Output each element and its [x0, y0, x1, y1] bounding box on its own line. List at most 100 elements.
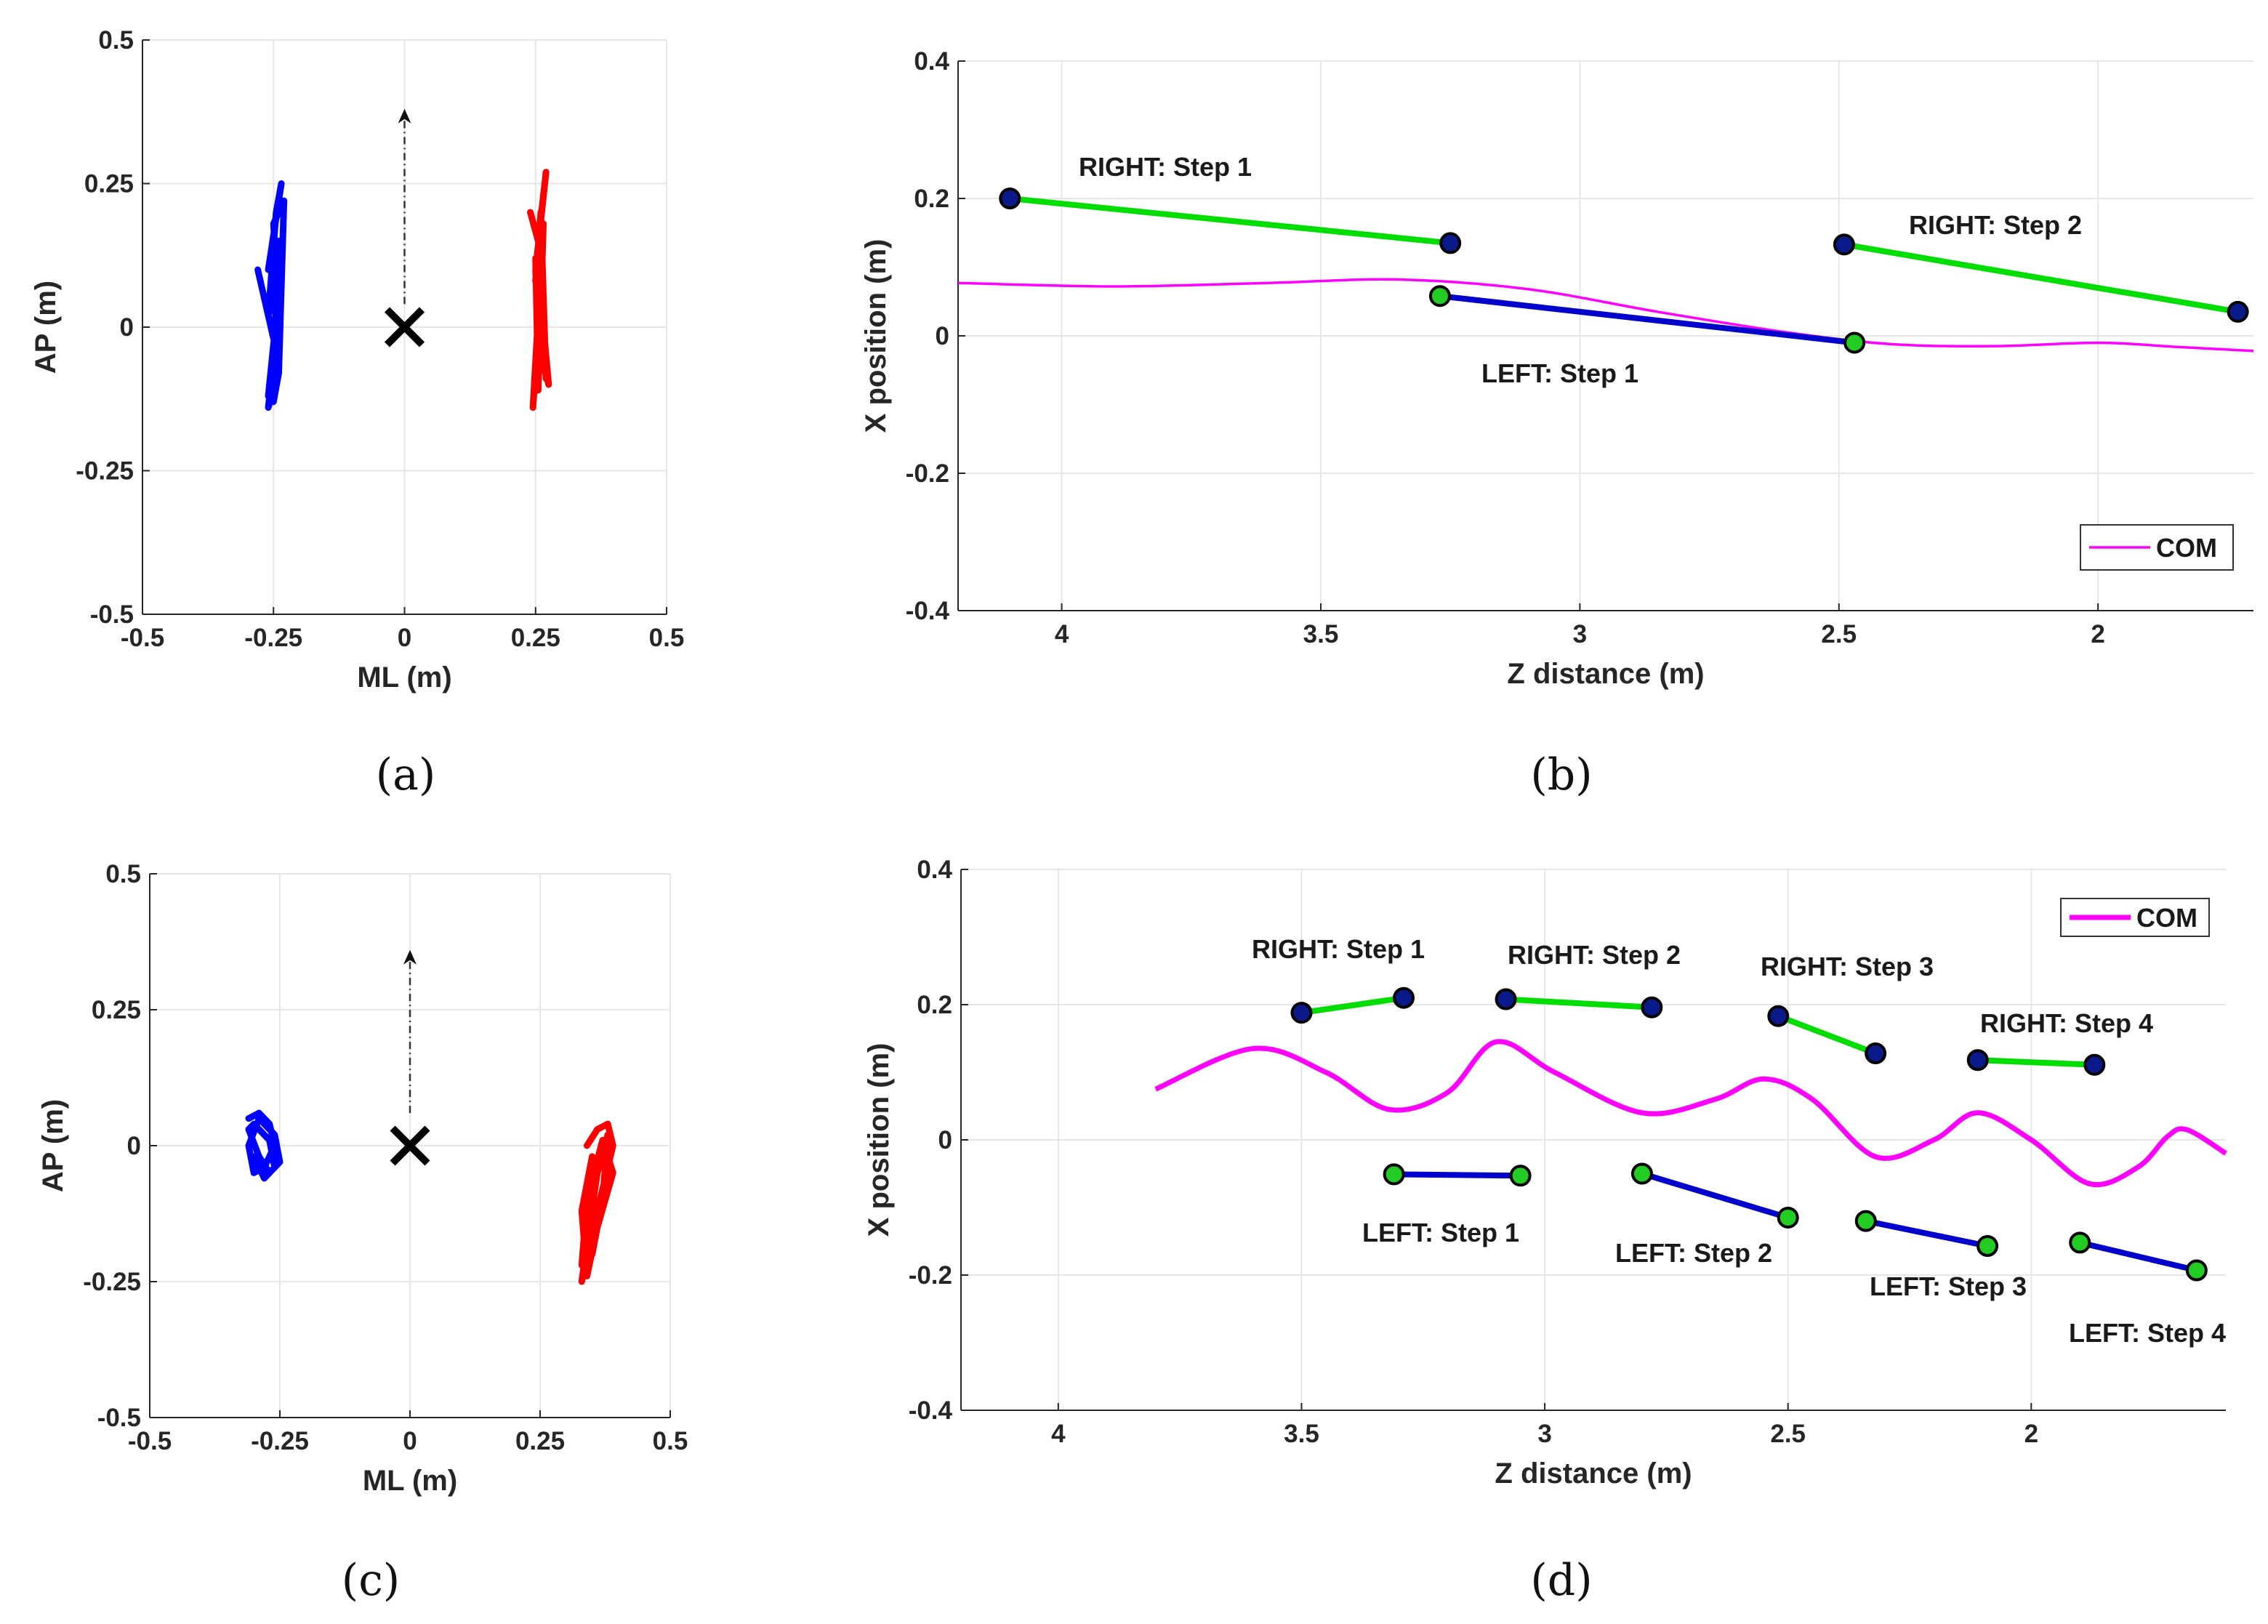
- y-tick-label: 0.25: [84, 170, 134, 198]
- x-axis-label: Z distance (m): [1495, 1458, 1692, 1490]
- y-tick-label: 0.5: [98, 26, 134, 55]
- x-tick-label: -0.25: [251, 1427, 309, 1455]
- y-tick-label: -0.2: [909, 1261, 952, 1290]
- x-tick-label: 2.5: [1821, 620, 1857, 648]
- chart-panel-a: -0.5 -0.25 0 0.25 0.5 -0.5 -0.25 0 0.25 0.5 ML (m)…: [30, 26, 684, 800]
- x-tick-label: 0.25: [515, 1427, 565, 1455]
- x-tick-label: 0.5: [653, 1427, 688, 1455]
- y-tick-label: 0.4: [917, 856, 952, 884]
- x-tick-label: 3.5: [1284, 1420, 1319, 1448]
- x-tick-label: 2.5: [1770, 1420, 1806, 1448]
- y-tick-label: -0.25: [76, 457, 134, 486]
- y-axis-label: X position (m): [863, 1043, 895, 1237]
- y-axis-label: AP (m): [37, 1099, 69, 1192]
- panel-label: (a): [376, 749, 436, 800]
- step-end-point: [2185, 1259, 2208, 1282]
- step-end-point: [2083, 1053, 2106, 1076]
- right-step-line: [1300, 994, 1404, 1016]
- y-tick-label: -0.4: [909, 1396, 953, 1425]
- x-tick-label: 4: [1055, 620, 1069, 648]
- x-tick-label: 0.5: [649, 624, 685, 652]
- left-step-annotation: LEFT: Step 4: [2069, 1318, 2226, 1348]
- y-tick-label: -0.2: [906, 459, 949, 488]
- chart-panel-d: 4 3.5 3 2.5 2 -0.4 -0.2 0 0.2 0.4 Z distance (m) X …: [863, 856, 2227, 1606]
- y-tick-label: 0: [120, 313, 134, 342]
- y-tick-label: 0.5: [105, 860, 141, 888]
- x-tick-label: 3.5: [1303, 620, 1339, 648]
- x-tick-label: 3: [1573, 620, 1587, 648]
- left-foot-trajectory: [254, 180, 288, 411]
- right-step-annotation: RIGHT: Step 4: [1980, 1008, 2153, 1038]
- x-tick-label: 3: [1537, 1420, 1551, 1448]
- left-step-line: [2079, 1239, 2197, 1274]
- step-end-point: [1393, 986, 1415, 1009]
- right-step-annotation: RIGHT: Step 1: [1252, 934, 1425, 964]
- y-tick-label: -0.5: [97, 1404, 141, 1432]
- step-start-point: [1966, 1049, 1989, 1072]
- step-start-point: [1290, 1002, 1313, 1024]
- legend-label: COM: [2156, 533, 2217, 563]
- x-tick-label: 4: [1051, 1420, 1066, 1448]
- x-axis-label: Z distance (m): [1507, 658, 1704, 690]
- step-start-point: [1428, 285, 1451, 307]
- left-foot-trajectory: [245, 1109, 284, 1182]
- x-tick-label: 0: [398, 624, 411, 652]
- left-step-line: [1439, 293, 1855, 346]
- left-step-line: [1641, 1170, 1789, 1221]
- step-start-point: [999, 188, 1021, 209]
- left-step-annotation: LEFT: Step 1: [1481, 358, 1638, 388]
- right-step-line: [1843, 241, 2239, 315]
- x-tick-label: -0.25: [244, 624, 302, 652]
- step-start-point: [1630, 1162, 1653, 1185]
- x-tick-label: -0.5: [128, 1427, 172, 1455]
- arrow-head-icon: [403, 949, 417, 965]
- y-tick-label: 0.4: [914, 47, 949, 76]
- panel-label: (d): [1530, 1555, 1592, 1606]
- x-tick-label: 2: [2024, 1420, 2038, 1448]
- step-end-point: [1843, 331, 1866, 354]
- y-axis-label: AP (m): [30, 281, 62, 374]
- right-step-annotation: RIGHT: Step 3: [1761, 952, 1934, 981]
- x-tick-label: -0.5: [121, 624, 164, 652]
- panel-label: (c): [342, 1555, 400, 1606]
- y-tick-label: 0.25: [92, 996, 141, 1024]
- step-end-point: [1865, 1042, 1887, 1064]
- step-end-point: [1439, 232, 1462, 254]
- right-foot-trajectory: [578, 1120, 616, 1285]
- x-axis-label: ML (m): [357, 662, 451, 694]
- com-line: [1154, 1039, 2227, 1188]
- arrow-head-icon: [398, 108, 411, 124]
- x-tick-label: 0: [403, 1427, 417, 1455]
- right-step-annotation: RIGHT: Step 1: [1079, 152, 1252, 182]
- y-tick-label: 0: [127, 1132, 141, 1160]
- left-step-annotation: LEFT: Step 3: [1870, 1271, 2027, 1301]
- com-line: [957, 278, 2254, 353]
- step-end-point: [1641, 996, 1663, 1018]
- y-tick-label: -0.4: [906, 597, 950, 625]
- origin-x-marker: [390, 1125, 430, 1166]
- step-start-point: [2069, 1231, 2091, 1254]
- step-start-point: [1767, 1005, 1790, 1027]
- y-tick-label: -0.25: [83, 1268, 141, 1296]
- y-tick-label: 0.2: [914, 185, 949, 213]
- x-tick-label: 0.25: [511, 624, 560, 652]
- y-tick-label: 0.2: [917, 991, 952, 1019]
- legend-label: COM: [2136, 903, 2197, 933]
- right-step-annotation: RIGHT: Step 2: [1909, 210, 2082, 240]
- right-step-line: [1505, 996, 1652, 1010]
- step-end-point: [2227, 300, 2249, 323]
- right-foot-trajectory: [527, 169, 552, 411]
- step-start-point: [1833, 233, 1855, 256]
- chart-panel-c: -0.5 -0.25 0 0.25 0.5 -0.5 -0.25 0 0.25 0.5 ML (m)…: [37, 860, 688, 1606]
- origin-x-marker: [384, 307, 425, 347]
- x-axis-label: ML (m): [363, 1465, 457, 1497]
- left-step-line: [1394, 1171, 1521, 1179]
- step-end-point: [1977, 1235, 1999, 1258]
- right-step-line: [1777, 1013, 1877, 1056]
- step-start-point: [1495, 988, 1517, 1010]
- step-end-point: [1777, 1206, 1799, 1229]
- right-step-line: [1977, 1057, 2095, 1068]
- chart-panel-b: 4 3.5 3 2.5 2 -0.4 -0.2 0 0.2 0.4 Z distance (m) X …: [860, 47, 2254, 800]
- step-end-point: [1509, 1165, 1532, 1187]
